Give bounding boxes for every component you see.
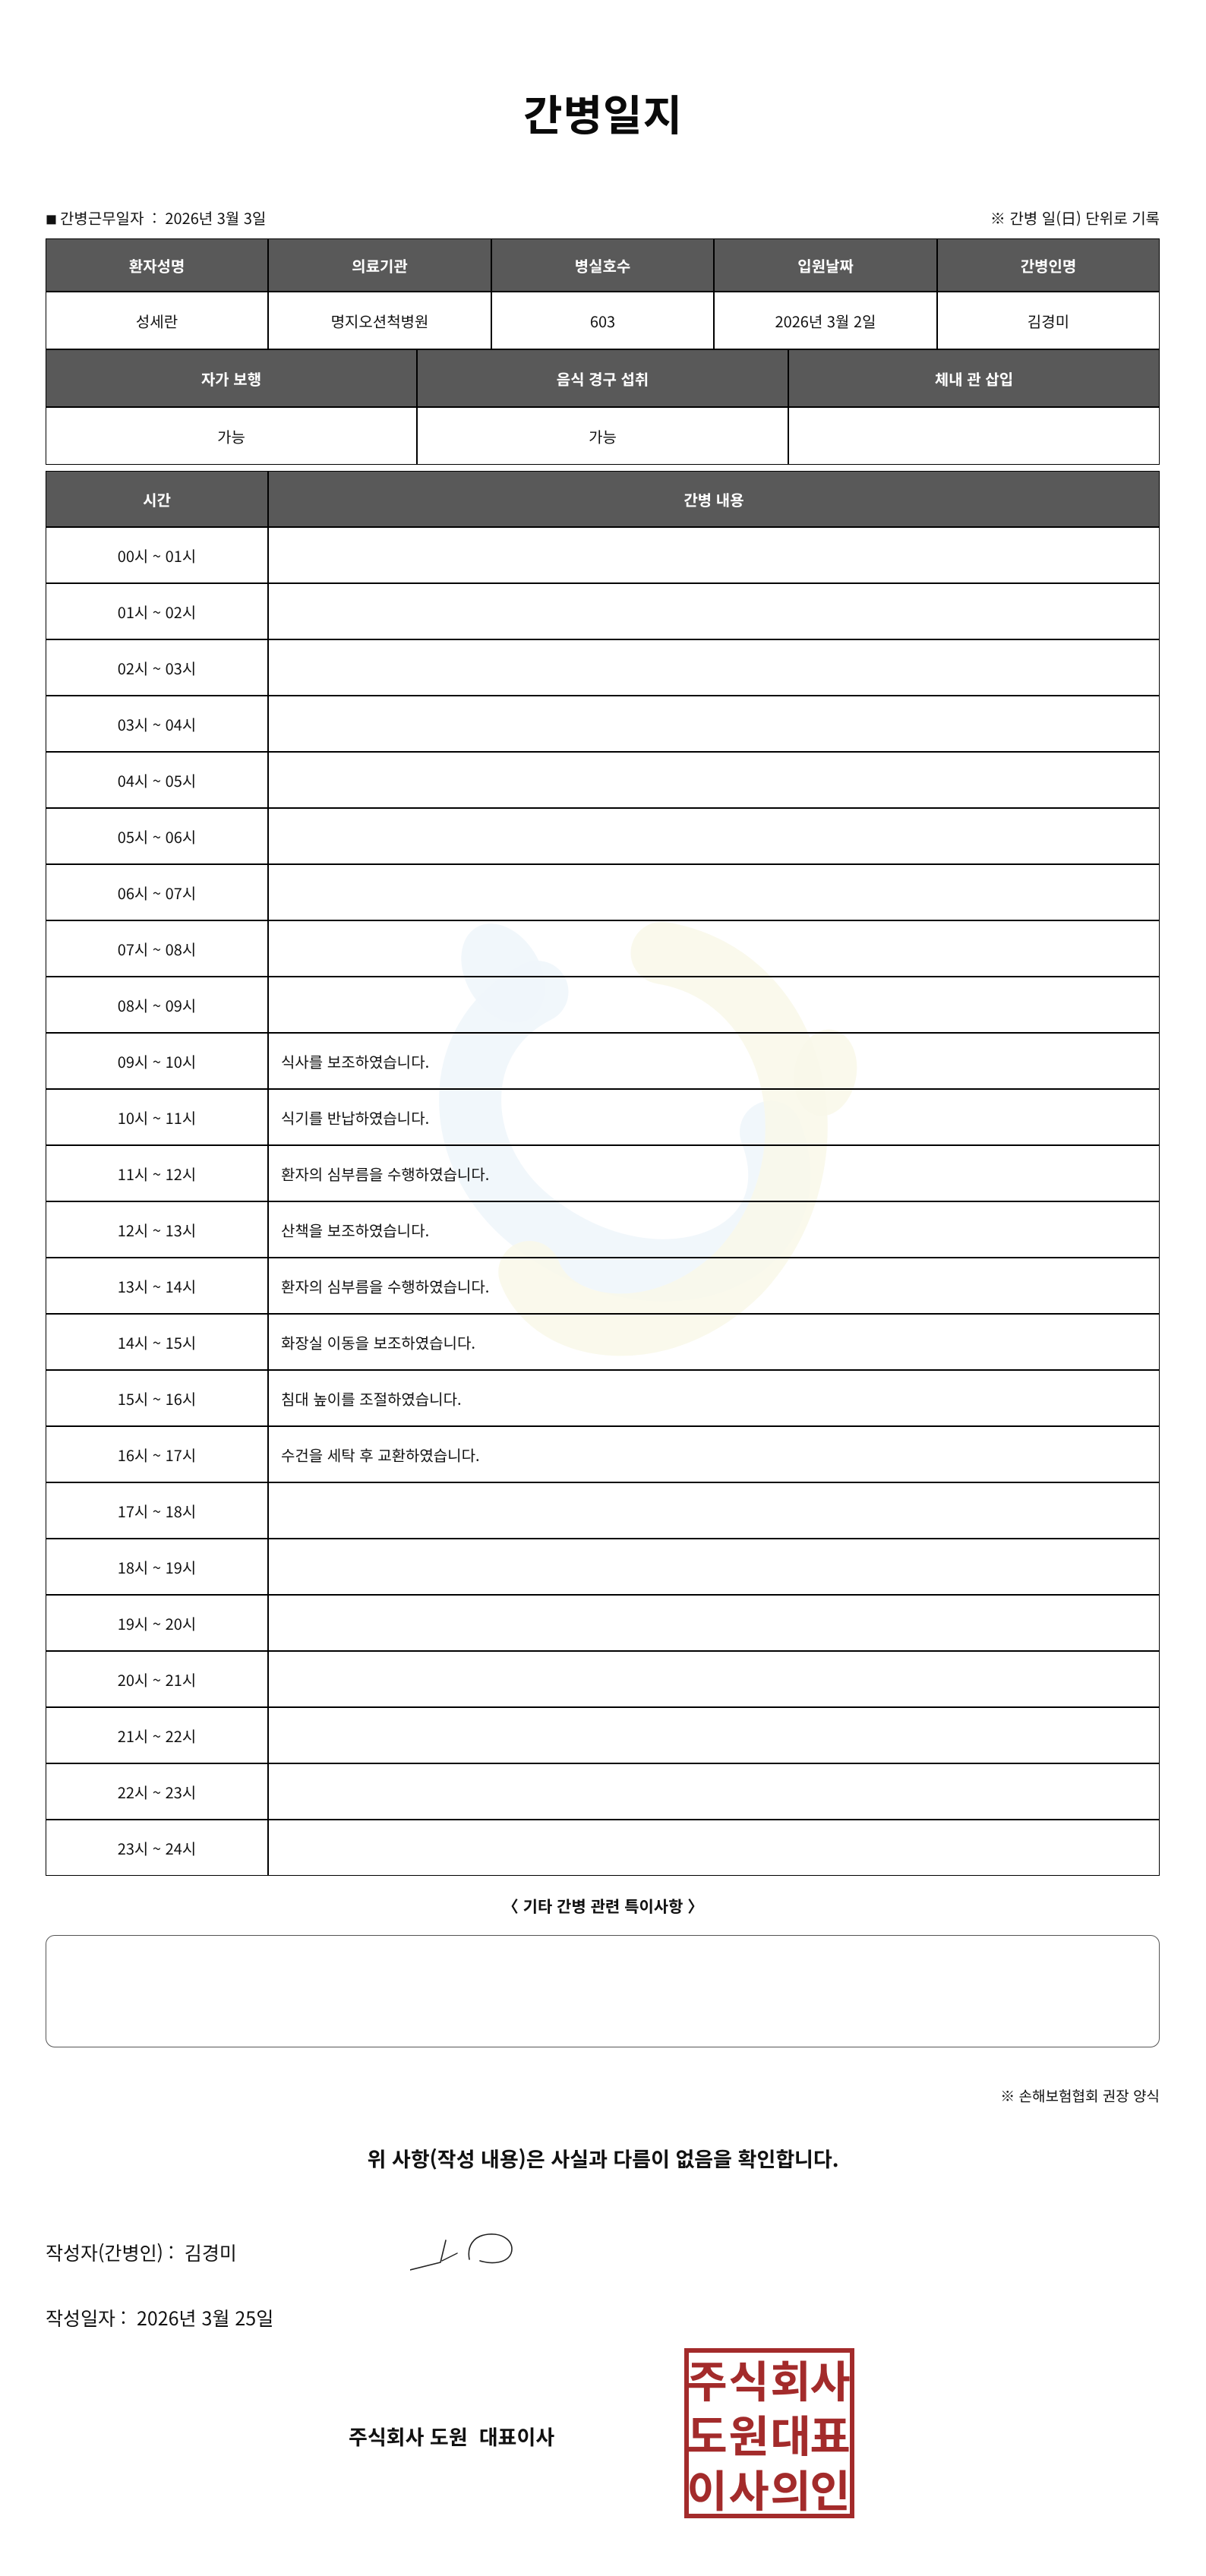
svg-text:의: 의 — [770, 2456, 810, 2518]
svg-text:사: 사 — [728, 2456, 769, 2518]
svg-text:인: 인 — [810, 2456, 850, 2518]
svg-text:이: 이 — [687, 2456, 727, 2518]
